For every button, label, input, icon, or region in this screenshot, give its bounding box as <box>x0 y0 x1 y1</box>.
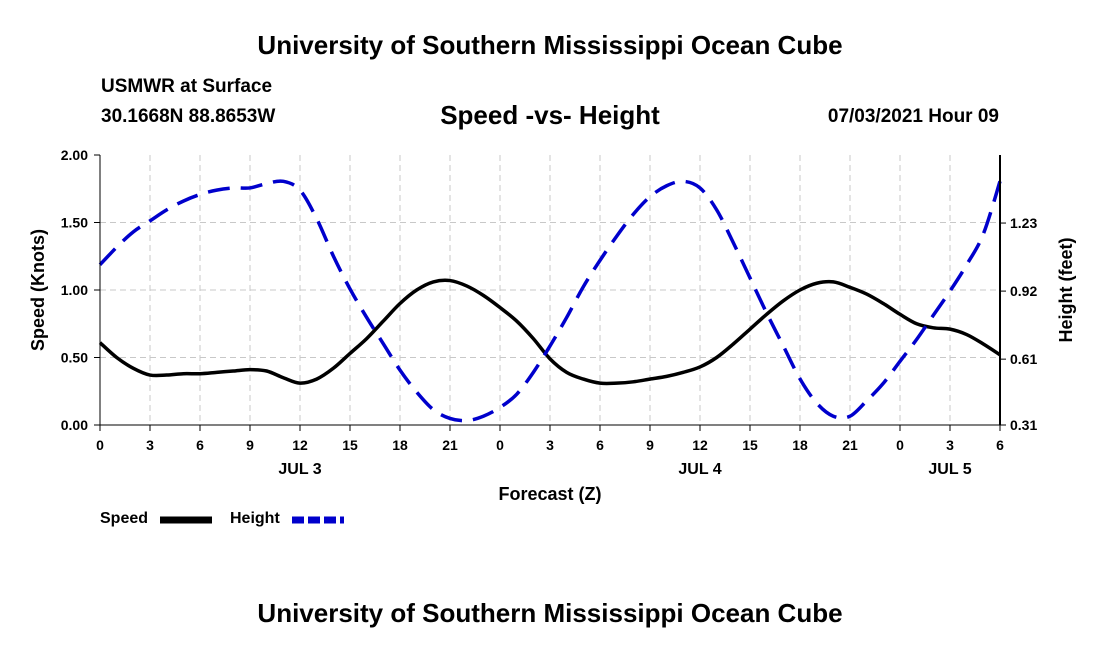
y2-tick-label: 0.31 <box>1010 417 1037 433</box>
x-tick-label: 3 <box>546 437 554 453</box>
x-tick-label: 3 <box>146 437 154 453</box>
y-tick-label: 1.00 <box>61 282 88 298</box>
series-layer <box>98 179 1002 423</box>
y-tick-label: 1.50 <box>61 215 88 231</box>
station-coordinates: 30.1668N 88.8653W <box>101 106 276 127</box>
x-tick-label: 0 <box>96 437 104 453</box>
legend-speed-label: Speed <box>100 510 149 527</box>
x-tick-label: 9 <box>246 437 254 453</box>
page-title: University of Southern Mississippi Ocean… <box>257 30 843 60</box>
axes-layer <box>94 154 1006 431</box>
x-tick-label: 0 <box>896 437 904 453</box>
x-tick-label: 9 <box>646 437 654 453</box>
y2-tick-label: 1.23 <box>1010 215 1037 231</box>
x-date-label: JUL 4 <box>678 461 721 478</box>
x-tick-label: 6 <box>996 437 1004 453</box>
x-tick-label: 6 <box>596 437 604 453</box>
y2-tick-label: 0.61 <box>1010 351 1037 367</box>
y-axis-title: Speed (Knots) <box>28 229 48 351</box>
x-tick-label: 6 <box>196 437 204 453</box>
x-date-label: JUL 5 <box>928 461 971 478</box>
y2-axis-title: Height (feet) <box>1056 238 1076 343</box>
grid-layer <box>100 155 1000 425</box>
x-date-label: JUL 3 <box>278 461 321 478</box>
footer-title: University of Southern Mississippi Ocean… <box>257 598 843 628</box>
x-tick-label: 3 <box>946 437 954 453</box>
labels-layer: 0 3 6 9 12 15 18 21 0 3 6 9 12 15 18 21 0 3 6 JUL 3 JUL 4 JUL… <box>28 147 1076 504</box>
x-tick-label: 15 <box>742 437 758 453</box>
chart-title: Speed -vs- Height <box>440 100 660 130</box>
x-tick-label: 21 <box>842 437 858 453</box>
x-tick-label: 21 <box>442 437 458 453</box>
station-label: USMWR at Surface <box>101 76 273 97</box>
speed-series-line <box>98 278 1001 386</box>
y-tick-label: 0.00 <box>61 417 88 433</box>
x-tick-label: 18 <box>392 437 408 453</box>
height-series-line <box>98 179 1002 423</box>
y-tick-label: 2.00 <box>61 147 88 163</box>
x-tick-label: 15 <box>342 437 358 453</box>
y-tick-label: 0.50 <box>61 350 88 366</box>
forecast-datetime: 07/03/2021 Hour 09 <box>827 106 999 127</box>
y2-tick-label: 0.92 <box>1010 283 1037 299</box>
x-tick-label: 18 <box>792 437 808 453</box>
x-tick-label: 12 <box>292 437 308 453</box>
x-tick-label: 0 <box>496 437 504 453</box>
x-tick-label: 12 <box>692 437 708 453</box>
x-axis-title: Forecast (Z) <box>498 484 601 504</box>
legend-height-label: Height <box>230 510 280 527</box>
